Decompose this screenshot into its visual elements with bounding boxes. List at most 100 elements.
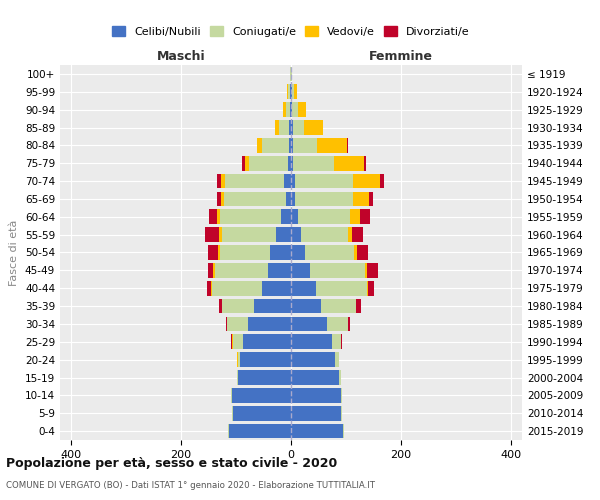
Bar xyxy=(242,334,291,349)
Bar xyxy=(350,210,360,224)
Bar xyxy=(340,370,341,385)
Bar xyxy=(233,406,291,420)
Bar xyxy=(298,210,350,224)
Bar xyxy=(293,156,334,170)
Bar xyxy=(353,192,368,206)
Bar xyxy=(208,263,214,278)
Bar xyxy=(295,84,297,99)
Bar xyxy=(233,334,242,349)
Bar xyxy=(214,263,215,278)
Bar xyxy=(231,334,232,349)
Bar xyxy=(217,174,221,188)
Bar xyxy=(291,352,335,367)
Bar xyxy=(365,263,367,278)
Bar xyxy=(304,120,323,135)
Bar xyxy=(219,298,222,314)
Bar xyxy=(295,192,353,206)
Bar xyxy=(217,210,220,224)
Bar xyxy=(335,352,340,367)
Bar xyxy=(291,388,341,402)
Bar xyxy=(367,263,378,278)
Bar xyxy=(287,84,288,99)
Bar xyxy=(291,370,340,385)
Bar xyxy=(380,174,384,188)
Bar xyxy=(208,245,218,260)
Bar xyxy=(221,192,224,206)
Bar xyxy=(291,102,292,117)
Bar xyxy=(291,192,295,206)
Bar xyxy=(343,424,344,438)
Bar xyxy=(225,174,284,188)
Bar xyxy=(332,334,341,349)
Bar xyxy=(327,316,347,331)
Bar xyxy=(293,120,304,135)
Bar xyxy=(262,138,289,152)
Bar xyxy=(291,138,293,152)
Bar xyxy=(291,120,293,135)
Text: COMUNE DI VERGATO (BO) - Dati ISTAT 1° gennaio 2020 - Elaborazione TUTTITALIA.IT: COMUNE DI VERGATO (BO) - Dati ISTAT 1° g… xyxy=(6,480,375,490)
Bar xyxy=(242,156,245,170)
Bar xyxy=(293,138,317,152)
Y-axis label: Fasce di età: Fasce di età xyxy=(10,220,19,286)
Bar xyxy=(205,228,219,242)
Bar xyxy=(288,84,290,99)
Bar xyxy=(231,388,232,402)
Bar xyxy=(291,406,341,420)
Bar xyxy=(215,263,268,278)
Text: Femmine: Femmine xyxy=(369,50,433,62)
Bar xyxy=(292,84,295,99)
Bar xyxy=(316,281,367,295)
Bar xyxy=(301,228,347,242)
Bar xyxy=(295,174,353,188)
Bar xyxy=(270,245,291,260)
Bar xyxy=(248,316,291,331)
Bar xyxy=(219,228,222,242)
Bar xyxy=(281,210,291,224)
Bar xyxy=(291,263,310,278)
Bar xyxy=(248,156,288,170)
Bar xyxy=(291,334,332,349)
Bar xyxy=(268,263,291,278)
Bar xyxy=(283,102,286,117)
Bar xyxy=(353,174,380,188)
Bar xyxy=(217,192,221,206)
Bar xyxy=(352,228,363,242)
Bar xyxy=(291,228,301,242)
Bar xyxy=(228,424,229,438)
Bar xyxy=(236,370,238,385)
Bar xyxy=(232,388,291,402)
Bar xyxy=(291,424,343,438)
Bar xyxy=(222,298,254,314)
Bar xyxy=(222,228,275,242)
Bar xyxy=(347,316,350,331)
Bar xyxy=(224,192,286,206)
Bar xyxy=(364,156,367,170)
Bar xyxy=(368,192,373,206)
Bar xyxy=(305,245,354,260)
Text: Maschi: Maschi xyxy=(157,50,205,62)
Bar xyxy=(360,210,370,224)
Bar xyxy=(341,334,342,349)
Bar xyxy=(291,174,295,188)
Bar xyxy=(245,156,248,170)
Bar xyxy=(262,281,291,295)
Bar xyxy=(354,245,357,260)
Bar xyxy=(218,245,220,260)
Bar xyxy=(212,281,262,295)
Bar xyxy=(356,298,361,314)
Bar xyxy=(286,192,291,206)
Bar xyxy=(286,102,290,117)
Text: Popolazione per età, sesso e stato civile - 2020: Popolazione per età, sesso e stato civil… xyxy=(6,458,337,470)
Bar xyxy=(284,174,291,188)
Bar xyxy=(288,156,291,170)
Bar xyxy=(291,298,321,314)
Bar xyxy=(291,156,293,170)
Bar xyxy=(289,120,291,135)
Bar xyxy=(220,245,270,260)
Bar xyxy=(229,424,291,438)
Bar xyxy=(298,102,306,117)
Bar xyxy=(347,228,352,242)
Bar xyxy=(257,138,262,152)
Bar xyxy=(357,245,368,260)
Bar xyxy=(289,138,291,152)
